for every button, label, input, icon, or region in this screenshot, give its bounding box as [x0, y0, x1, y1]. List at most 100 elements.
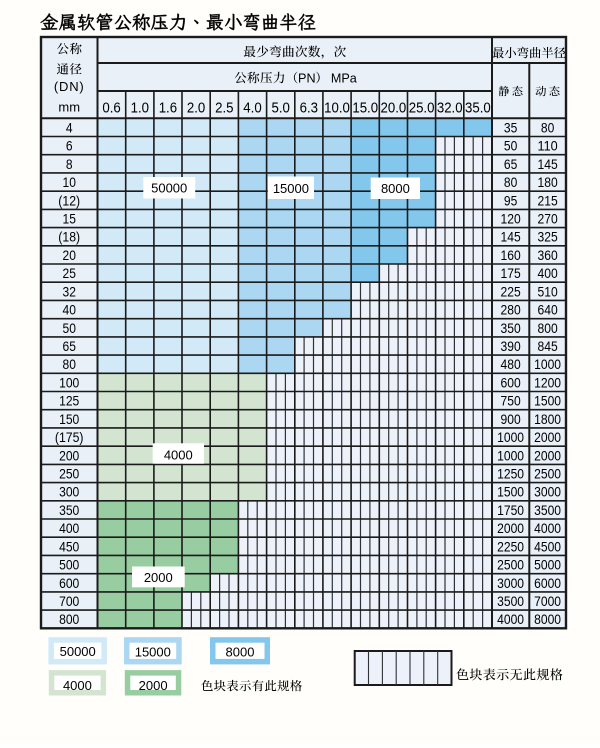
svg-text:80: 80: [504, 174, 518, 190]
svg-text:250: 250: [59, 466, 79, 482]
svg-text:1250: 1250: [497, 466, 524, 482]
svg-text:280: 280: [501, 302, 521, 318]
svg-text:15.0: 15.0: [352, 99, 378, 116]
svg-text:160: 160: [501, 247, 521, 263]
svg-text:2000: 2000: [497, 520, 524, 536]
svg-text:35.0: 35.0: [465, 99, 491, 116]
svg-text:2.5: 2.5: [215, 99, 233, 116]
svg-text:2000: 2000: [144, 570, 173, 585]
svg-text:15: 15: [63, 211, 77, 227]
svg-text:480: 480: [501, 356, 521, 372]
svg-text:8000: 8000: [534, 611, 561, 627]
svg-text:MPa: MPa: [331, 71, 357, 85]
svg-text:65: 65: [63, 338, 77, 354]
svg-text:1.6: 1.6: [159, 99, 177, 116]
svg-text:7000: 7000: [534, 593, 561, 609]
svg-text:215: 215: [538, 192, 558, 208]
svg-text:350: 350: [59, 502, 79, 518]
svg-text:(12): (12): [58, 192, 80, 208]
svg-text:80: 80: [63, 356, 77, 372]
svg-text:6.3: 6.3: [300, 99, 318, 116]
svg-text:180: 180: [538, 174, 558, 190]
svg-text:700: 700: [59, 593, 79, 609]
svg-text:175: 175: [501, 265, 521, 281]
svg-text:15000: 15000: [273, 181, 309, 196]
svg-text:1800: 1800: [534, 411, 561, 427]
svg-text:1500: 1500: [534, 393, 561, 409]
svg-text:4000: 4000: [534, 520, 561, 536]
svg-text:225: 225: [501, 283, 521, 299]
svg-text:300: 300: [59, 484, 79, 500]
svg-text:(18): (18): [58, 229, 80, 245]
svg-text:25.0: 25.0: [409, 99, 435, 116]
svg-text:35: 35: [504, 119, 518, 135]
svg-text:10.0: 10.0: [324, 99, 350, 116]
svg-text:15000: 15000: [135, 645, 171, 660]
svg-text:2250: 2250: [497, 538, 524, 554]
svg-text:450: 450: [59, 538, 79, 554]
svg-text:350: 350: [501, 320, 521, 336]
svg-text:1500: 1500: [497, 484, 524, 500]
svg-text:750: 750: [501, 393, 521, 409]
svg-text:20: 20: [63, 247, 77, 263]
svg-text:390: 390: [501, 338, 521, 354]
svg-text:1.0: 1.0: [131, 99, 149, 116]
svg-text:325: 325: [538, 229, 558, 245]
svg-text:3500: 3500: [534, 502, 561, 518]
svg-text:8: 8: [66, 156, 73, 172]
svg-text:2000: 2000: [139, 678, 168, 693]
svg-text:mm: mm: [58, 100, 80, 115]
svg-text:2000: 2000: [534, 447, 561, 463]
svg-text:(DN): (DN): [54, 79, 85, 94]
svg-text:110: 110: [538, 138, 558, 154]
svg-text:2500: 2500: [497, 557, 524, 573]
svg-text:50000: 50000: [60, 644, 96, 659]
svg-text:PN: PN: [298, 71, 316, 85]
svg-text:6: 6: [66, 138, 73, 154]
svg-text:200: 200: [59, 447, 79, 463]
svg-text:400: 400: [538, 265, 558, 281]
svg-text:95: 95: [504, 192, 518, 208]
svg-text:1000: 1000: [497, 447, 524, 463]
svg-text:600: 600: [59, 575, 79, 591]
svg-text:4000: 4000: [164, 447, 193, 462]
svg-text:50: 50: [63, 320, 77, 336]
svg-text:(175): (175): [55, 429, 84, 445]
svg-text:800: 800: [59, 611, 79, 627]
svg-text:65: 65: [504, 156, 518, 172]
svg-text:8000: 8000: [381, 181, 410, 196]
svg-text:80: 80: [541, 119, 555, 135]
svg-text:32: 32: [63, 283, 77, 299]
svg-text:400: 400: [59, 520, 79, 536]
svg-text:1200: 1200: [534, 374, 561, 390]
svg-text:2000: 2000: [534, 429, 561, 445]
svg-text:8000: 8000: [226, 645, 255, 660]
svg-text:600: 600: [501, 374, 521, 390]
svg-text:10: 10: [63, 174, 77, 190]
svg-text:32.0: 32.0: [437, 99, 463, 116]
svg-text:125: 125: [59, 393, 79, 409]
svg-text:845: 845: [538, 338, 558, 354]
svg-text:50: 50: [504, 138, 518, 154]
svg-text:100: 100: [59, 374, 79, 390]
svg-text:510: 510: [538, 283, 558, 299]
svg-text:1000: 1000: [534, 356, 561, 372]
svg-text:800: 800: [538, 320, 558, 336]
svg-text:640: 640: [538, 302, 558, 318]
svg-text:2500: 2500: [534, 466, 561, 482]
svg-text:360: 360: [538, 247, 558, 263]
svg-text:5.0: 5.0: [272, 99, 290, 116]
svg-text:120: 120: [501, 211, 521, 227]
svg-text:145: 145: [501, 229, 521, 245]
svg-text:20.0: 20.0: [381, 99, 407, 116]
svg-text:4: 4: [66, 119, 73, 135]
svg-text:500: 500: [59, 557, 79, 573]
svg-text:4500: 4500: [534, 538, 561, 554]
svg-text:4000: 4000: [497, 611, 524, 627]
svg-text:900: 900: [501, 411, 521, 427]
svg-text:3000: 3000: [497, 575, 524, 591]
svg-text:2.0: 2.0: [187, 99, 205, 116]
svg-text:270: 270: [538, 211, 558, 227]
svg-text:4000: 4000: [63, 678, 92, 693]
svg-text:1000: 1000: [497, 429, 524, 445]
